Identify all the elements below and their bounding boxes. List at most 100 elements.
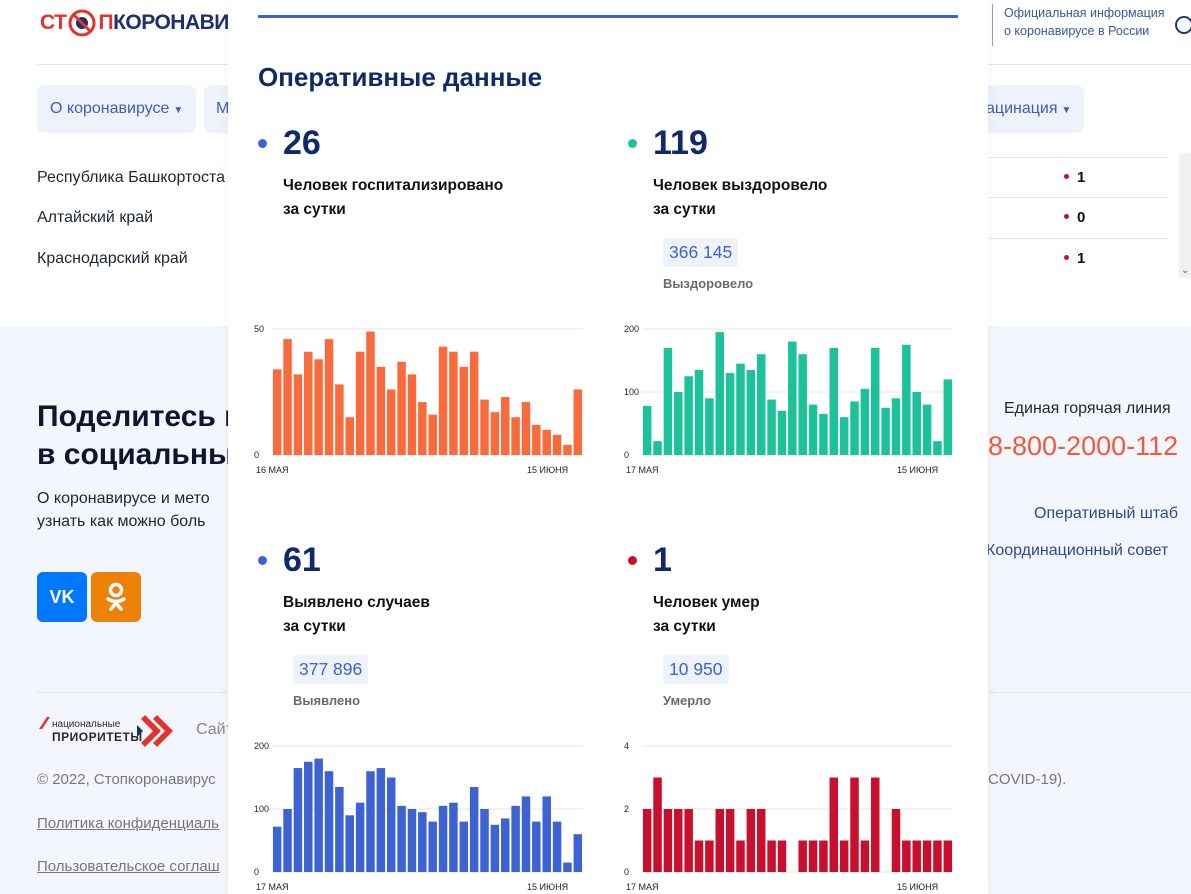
bar [304, 351, 313, 455]
panel-top-line [258, 15, 958, 18]
x-tick-label: 15 ИЮНЯ [527, 465, 568, 475]
operational-hq-link[interactable]: Оперативный штаб [1034, 505, 1178, 522]
bar [563, 862, 572, 872]
bar [829, 347, 839, 455]
bar [912, 392, 921, 455]
bar [573, 389, 583, 455]
bar [870, 347, 880, 455]
stat-number: 26 [283, 124, 321, 162]
bar [428, 821, 437, 872]
bar [642, 405, 652, 455]
stat-desc-line: Человек выздоровело [653, 177, 828, 194]
nav-about-covid[interactable]: О коронавирусе ▼ [37, 85, 197, 133]
y-tick-label: 0 [624, 450, 629, 460]
national-priorities-logo[interactable]: национальные ПРИОРИТЕТЫ [37, 713, 187, 751]
bar [642, 809, 652, 872]
dot-icon [258, 139, 267, 148]
national-priorities-icon [39, 715, 173, 747]
stat-total-label: Умерло [663, 693, 711, 708]
x-tick-label: 17 МАЯ [626, 882, 659, 892]
operational-data-panel: Оперативные данные 26 Человек госпитализ… [228, 0, 988, 894]
bar [397, 805, 406, 872]
ok-share-button[interactable] [91, 572, 141, 622]
bar [674, 392, 683, 455]
bar [386, 777, 396, 872]
stat-total-label: Выздоровело [663, 276, 754, 291]
y-tick-label: 100 [254, 804, 269, 814]
bar [500, 818, 510, 872]
bar [860, 388, 870, 455]
regions-scrollbar[interactable]: ⌄ [1179, 153, 1191, 278]
bar [376, 768, 386, 872]
nav-vaccination[interactable]: ацинация ▼ [970, 85, 1085, 133]
hotline-phone[interactable]: 8-800-2000-112 [988, 431, 1179, 461]
coordination-council-link[interactable]: Координационный совет [986, 542, 1169, 559]
bar [314, 758, 323, 872]
bar [788, 341, 797, 455]
bar [850, 777, 859, 872]
privacy-policy-link[interactable]: Политика конфиденциаль [37, 815, 219, 832]
y-tick-label: 200 [254, 741, 269, 751]
chevron-down-icon[interactable]: ⌄ [1181, 265, 1190, 276]
site-link[interactable]: Сайт [196, 721, 229, 738]
stat-description: Человек умер за сутки [653, 591, 913, 639]
x-tick-label: 15 ИЮНЯ [897, 465, 938, 475]
stat-description: Выявлено случаев за сутки [283, 591, 543, 639]
chevron-down-icon: ▼ [1061, 105, 1072, 116]
bar [335, 384, 344, 455]
bar [272, 826, 282, 872]
bar [428, 414, 437, 455]
bar [860, 840, 870, 872]
bar [725, 373, 735, 455]
bar [767, 840, 776, 872]
bar [469, 351, 479, 455]
vk-icon: VK [49, 587, 75, 607]
bar [715, 809, 725, 872]
bar [418, 402, 427, 455]
logo-text-part: КОРОНАВИ [113, 11, 229, 34]
terms-link[interactable]: Пользовательское соглаш [37, 858, 220, 875]
chart-svg: 50 0 16 МАЯ 15 ИЮНЯ [254, 324, 583, 475]
official-info[interactable]: Официальная информация о коронавирусе в … [992, 4, 1165, 46]
bar [767, 399, 776, 455]
y-tick-label: 0 [624, 867, 629, 877]
vk-share-button[interactable]: VK [37, 572, 87, 622]
bar [684, 376, 693, 455]
bar [798, 840, 807, 872]
bar [819, 840, 828, 872]
nav-label: О коронавирусе [50, 100, 170, 117]
dot-icon [1064, 173, 1069, 179]
bar [366, 331, 375, 455]
bar [376, 366, 386, 455]
bar [304, 761, 313, 872]
national-priorities-text: национальные ПРИОРИТЕТЫ [52, 719, 143, 745]
bar [808, 404, 818, 455]
bar [715, 332, 725, 455]
bar [736, 840, 745, 872]
bar [542, 796, 551, 872]
bar [902, 840, 911, 872]
stat-desc-line: Человек умер [653, 594, 760, 611]
region-value-text: 1 [1077, 250, 1086, 267]
stat-desc-line: за сутки [283, 618, 346, 635]
bar [386, 389, 396, 455]
search-icon[interactable] [1175, 16, 1191, 34]
chart-svg: 4 2 0 17 МАЯ 15 ИЮНЯ [624, 741, 953, 892]
bar [407, 374, 417, 455]
bar [438, 805, 448, 872]
bar [345, 417, 355, 455]
np-line: ПРИОРИТЕТЫ [52, 730, 143, 744]
region-value: 1 [1064, 169, 1085, 186]
nav-label: ацинация [986, 100, 1058, 117]
share-title-line: в социальны [37, 438, 229, 471]
stat-cases: 61 Выявлено случаев за сутки 377 896 Выя… [258, 541, 588, 721]
bar [552, 434, 562, 455]
stat-total: 366 145 [663, 238, 739, 267]
bar [366, 771, 375, 872]
y-tick-label: 200 [624, 324, 639, 334]
site-logo[interactable]: СТ П КОРОНАВИ [40, 8, 229, 38]
ok-icon [106, 582, 126, 611]
bar [552, 821, 562, 872]
stat-desc-line: Человек госпитализировано [283, 177, 504, 194]
bar [870, 777, 880, 872]
